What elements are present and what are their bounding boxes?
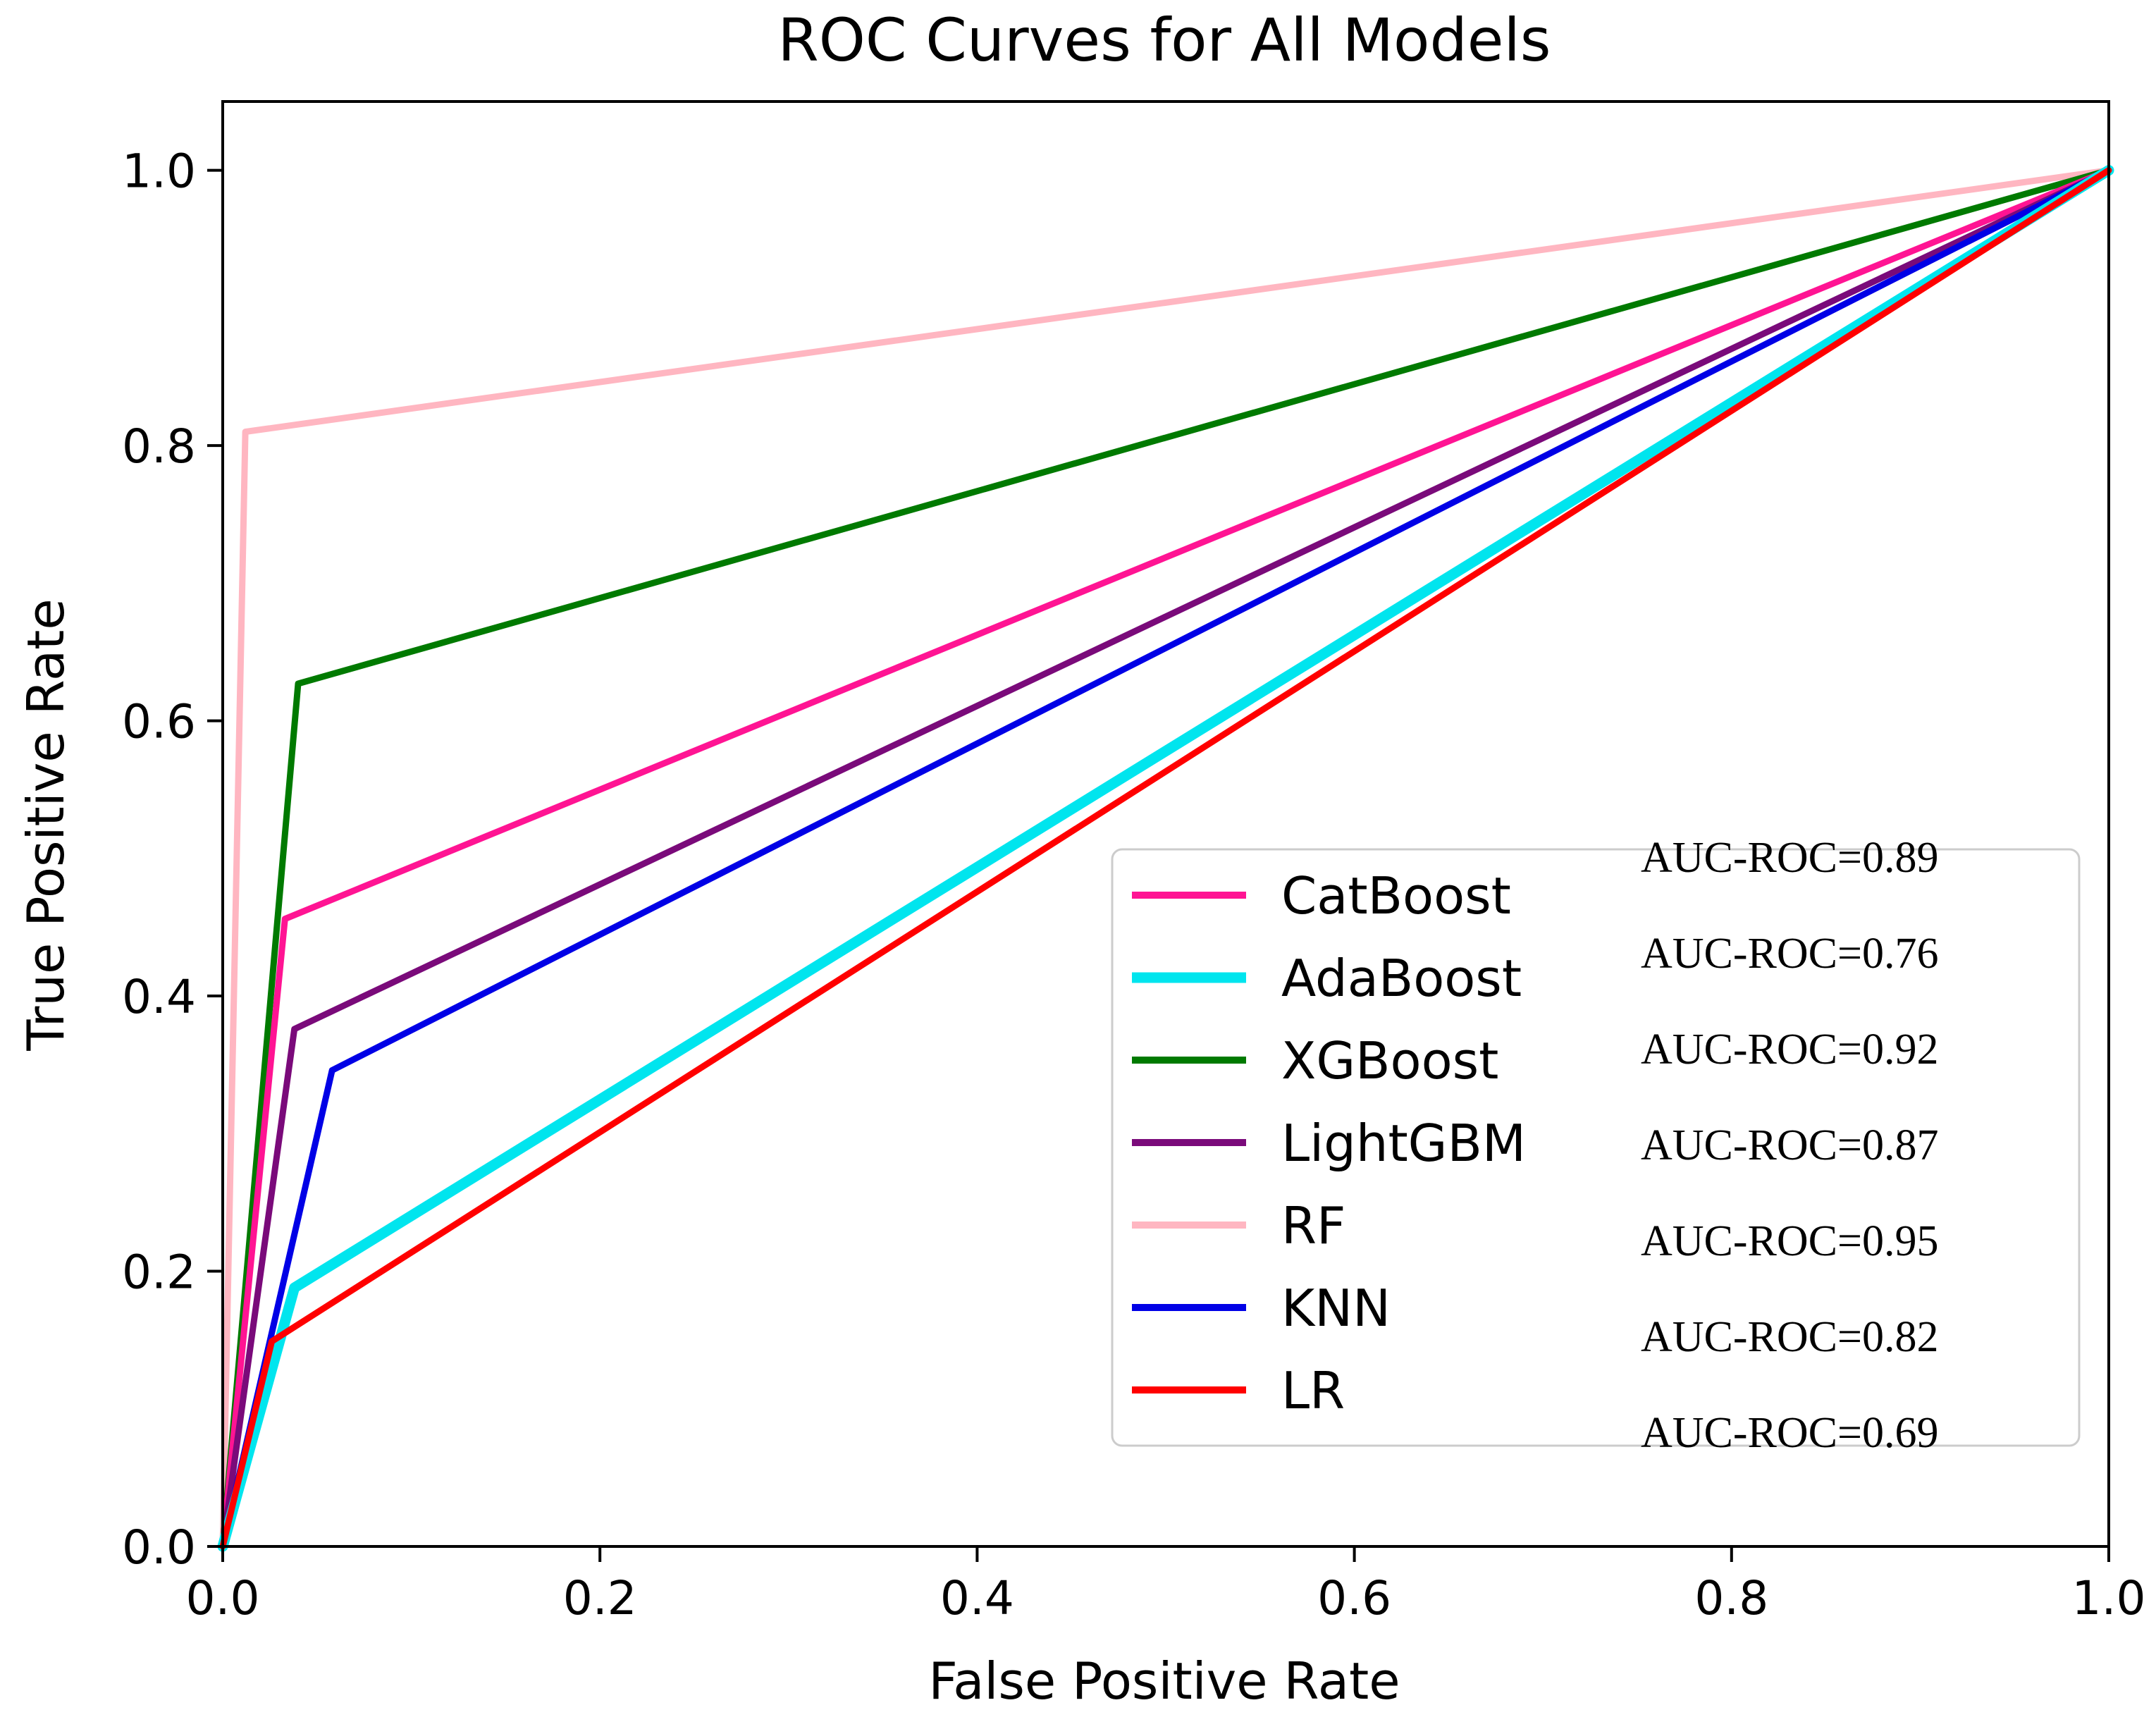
legend-box: [1111, 848, 2081, 1447]
y-tick-label: 0.6: [122, 695, 196, 749]
legend-label-lr: LR: [1281, 1361, 1345, 1420]
series-line-catboost: [219, 167, 2112, 1550]
y-tick-label: 0.4: [122, 970, 196, 1024]
legend-label-lightgbm: LightGBM: [1281, 1114, 1526, 1173]
series-line-adaboost: [217, 165, 2114, 1552]
series-line-xgboost: [219, 167, 2112, 1550]
auc-annotation: AUC-ROC=0.69: [1641, 1409, 1939, 1457]
legend-label-knn: KNN: [1281, 1279, 1391, 1338]
x-axis-label: False Positive Rate: [928, 1651, 1400, 1711]
chart-title: ROC Curves for All Models: [777, 6, 1551, 75]
x-tick-label: 0.0: [186, 1571, 260, 1625]
plot-frame: [221, 100, 2110, 1548]
legend-label-rf: RF: [1281, 1196, 1345, 1255]
series-lines: [217, 165, 2114, 1552]
y-axis-label: True Positive Rate: [16, 598, 75, 1051]
x-axis-ticks: 0.0 0.2 0.4 0.6 0.8 1.0: [186, 1546, 2146, 1625]
x-tick-label: 0.2: [563, 1571, 637, 1625]
auc-annotations: AUC-ROC=0.89 AUC-ROC=0.76 AUC-ROC=0.92 AUC-…: [1641, 834, 1939, 1457]
auc-annotation: AUC-ROC=0.76: [1641, 930, 1939, 978]
legend: CatBoost AdaBoost XGBoost LightGBM RF KNN LR: [1132, 866, 1526, 1420]
y-tick-label: 0.0: [122, 1520, 196, 1575]
y-tick-label: 0.8: [122, 419, 196, 474]
x-tick-label: 0.6: [1317, 1571, 1391, 1625]
series-line-lr: [219, 167, 2112, 1550]
x-tick-label: 0.4: [940, 1571, 1014, 1625]
x-tick-label: 1.0: [2072, 1571, 2146, 1625]
auc-annotation: AUC-ROC=0.92: [1641, 1026, 1939, 1073]
series-line-lightgbm: [219, 167, 2112, 1550]
legend-label-adaboost: AdaBoost: [1281, 949, 1522, 1008]
auc-annotation: AUC-ROC=0.87: [1641, 1121, 1939, 1169]
y-tick-label: 0.2: [122, 1245, 196, 1300]
y-axis-ticks: 0.0 0.2 0.4 0.6 0.8 1.0: [122, 144, 223, 1575]
legend-label-xgboost: XGBoost: [1281, 1031, 1498, 1090]
y-tick-label: 1.0: [122, 144, 196, 199]
legend-label-catboost: CatBoost: [1281, 866, 1511, 925]
series-line-rf: [219, 167, 2112, 1550]
x-tick-label: 0.8: [1694, 1571, 1768, 1625]
auc-annotation: AUC-ROC=0.95: [1641, 1217, 1939, 1265]
auc-annotation: AUC-ROC=0.82: [1641, 1313, 1939, 1361]
auc-annotation: AUC-ROC=0.89: [1641, 834, 1939, 882]
